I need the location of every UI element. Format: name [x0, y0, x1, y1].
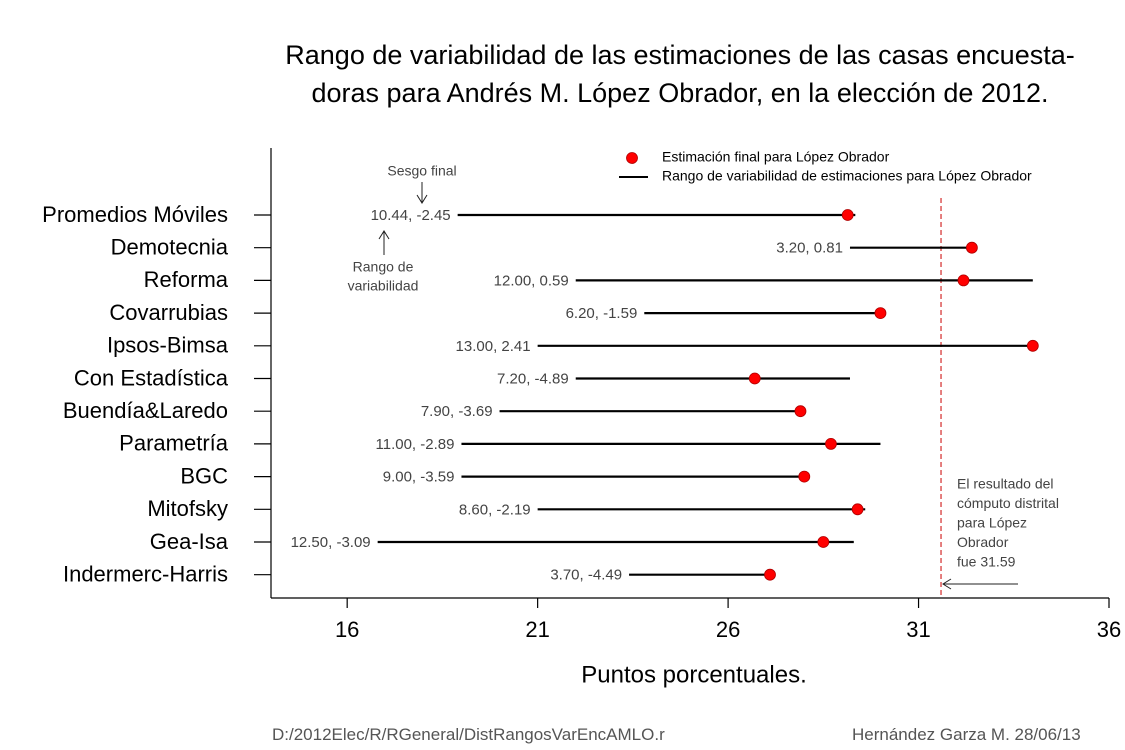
bias-range-label: 3.70, -4.49: [550, 567, 622, 584]
range-annotation-label: variabilidad: [348, 278, 419, 294]
bias-range-label: 9.00, -3.59: [383, 469, 455, 486]
x-tick-label: 16: [335, 617, 359, 642]
chart-title-line-2: doras para Andrés M. López Obrador, en l…: [311, 78, 1049, 108]
x-tick-label: 36: [1097, 617, 1121, 642]
final-estimate-point: [798, 470, 811, 483]
y-category-label: Buendía&Laredo: [63, 398, 228, 423]
bias-range-label: 12.00, 0.59: [494, 272, 569, 289]
y-category-label: Ipsos-Bimsa: [107, 333, 229, 358]
final-estimate-point: [851, 503, 864, 516]
bias-range-label: 12.50, -3.09: [291, 534, 371, 551]
y-category-label: Indermerc-Harris: [63, 562, 228, 587]
x-tick-label: 26: [716, 617, 740, 642]
footer-author-date: Hernández Garza M. 28/06/13: [852, 725, 1081, 744]
bias-range-label: 7.20, -4.89: [497, 370, 569, 387]
bias-range-label: 3.20, 0.81: [776, 240, 843, 257]
final-estimate-point: [841, 209, 854, 221]
bias-range-label: 10.44, -2.45: [371, 207, 451, 224]
result-annotation-line: fue 31.59: [957, 554, 1016, 570]
y-category-label: Covarrubias: [109, 300, 228, 325]
x-tick-label: 21: [525, 617, 549, 642]
final-estimate-point: [794, 405, 807, 418]
final-estimate-point: [874, 307, 887, 320]
bias-range-label: 7.90, -3.69: [421, 403, 493, 420]
range-arrow-head: [378, 230, 390, 240]
x-tick-label: 31: [906, 617, 930, 642]
legend-point-label: Estimación final para López Obrador: [662, 149, 890, 165]
legend-line-label: Rango de variabilidad de estimaciones pa…: [662, 168, 1032, 184]
bias-annotation-label: Sesgo final: [387, 163, 456, 179]
y-category-label: Parametría: [119, 431, 229, 456]
result-annotation-line: para López: [957, 515, 1027, 531]
final-estimate-point: [957, 274, 970, 287]
final-estimate-point: [825, 437, 837, 450]
y-category-label: Gea-Isa: [150, 529, 229, 554]
result-annotation-line: cómputo distrital: [957, 495, 1059, 511]
footer-file-path: D:/2012Elec/R/RGeneral/DistRangosVarEncA…: [272, 725, 665, 744]
y-category-label: BGC: [180, 463, 228, 488]
y-category-label: Mitofsky: [147, 496, 228, 521]
bias-range-label: 11.00, -2.89: [376, 436, 455, 453]
y-category-label: Demotecnia: [111, 235, 229, 260]
final-estimate-point: [965, 241, 978, 254]
y-category-label: Reforma: [144, 267, 229, 292]
x-axis-label: Puntos porcentuales.: [581, 661, 806, 688]
bias-range-label: 6.20, -1.59: [566, 305, 638, 322]
chart-title-line-1: Rango de variabilidad de las estimacione…: [285, 40, 1075, 70]
result-annotation-line: Obrador: [957, 534, 1009, 550]
final-estimate-point: [748, 372, 761, 385]
bias-arrow-head: [416, 194, 428, 204]
range-annotation-label: Rango de: [353, 259, 414, 275]
bias-range-label: 8.60, -2.19: [459, 501, 531, 518]
legend-point-marker: [626, 152, 638, 164]
final-estimate-point: [764, 568, 776, 581]
range-chart: 16 21 26 31 36 Puntos porcentuales. Promedios …: [42, 148, 1121, 688]
y-category-label: Con Estadística: [74, 365, 229, 390]
y-category-label: Promedios Móviles: [42, 202, 228, 227]
final-estimate-point: [817, 536, 830, 548]
result-arrow-head: [942, 578, 952, 590]
final-estimate-point: [1026, 339, 1039, 352]
bias-range-label: 13.00, 2.41: [456, 338, 531, 355]
result-annotation-line: El resultado del: [957, 476, 1054, 492]
